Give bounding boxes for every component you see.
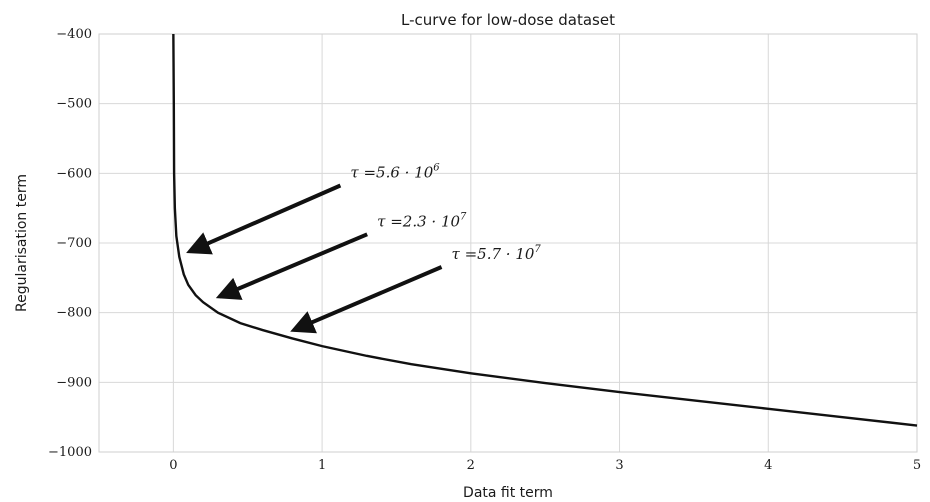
annotation-label: τ =2.3 · 107 xyxy=(377,211,467,230)
annotation-arrow xyxy=(215,232,368,300)
x-axis-label: Data fit term xyxy=(463,485,553,501)
chart-title: L-curve for low-dose dataset xyxy=(401,11,615,29)
y-tick-label: −900 xyxy=(56,375,92,390)
y-tick-label: −500 xyxy=(56,97,92,112)
tick-label-layer: 0 1 2 3 4 5 −400 −500 −600 −700 −800 −900 −1000 xyxy=(48,27,921,473)
y-tick-label: −600 xyxy=(56,166,92,181)
l-curve-line xyxy=(172,33,918,427)
x-tick-label: 2 xyxy=(467,458,475,473)
x-tick-label: 4 xyxy=(764,458,772,473)
annotation-arrow xyxy=(290,265,443,334)
curve-layer xyxy=(172,33,918,427)
x-tick-label: 1 xyxy=(318,458,326,473)
annotation-label: τ =5.6 · 106 xyxy=(350,163,440,182)
annotation-layer: τ =5.6 · 106 τ =2.3 · 107 τ =5.7 · 107 xyxy=(186,163,542,334)
y-tick-label: −800 xyxy=(56,306,92,321)
x-tick-label: 0 xyxy=(169,458,177,473)
annotation-exponent: 6 xyxy=(433,163,440,174)
y-tick-label: −700 xyxy=(56,236,92,251)
y-axis-label: Regularisation term xyxy=(14,174,30,312)
annotation-exponent: 7 xyxy=(460,211,467,222)
y-tick-label: −400 xyxy=(56,27,92,42)
annotation-exponent: 7 xyxy=(534,244,541,255)
annotation-label: τ =5.7 · 107 xyxy=(452,244,542,263)
x-tick-label: 5 xyxy=(913,458,921,473)
grid-layer xyxy=(99,33,918,453)
plot-frame xyxy=(98,33,918,453)
annotation-arrow xyxy=(186,183,342,255)
y-tick-label: −1000 xyxy=(48,445,92,460)
x-tick-label: 3 xyxy=(615,458,623,473)
